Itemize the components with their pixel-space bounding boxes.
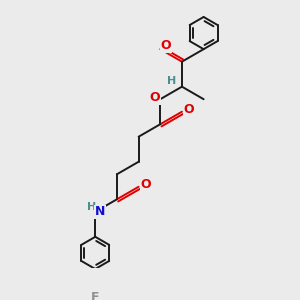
Text: O: O: [140, 178, 151, 191]
Text: O: O: [150, 91, 160, 104]
Text: H: H: [87, 202, 96, 212]
Text: F: F: [91, 291, 100, 300]
Text: N: N: [94, 205, 105, 218]
Text: O: O: [184, 103, 194, 116]
Text: O: O: [160, 39, 171, 52]
Text: H: H: [167, 76, 176, 86]
